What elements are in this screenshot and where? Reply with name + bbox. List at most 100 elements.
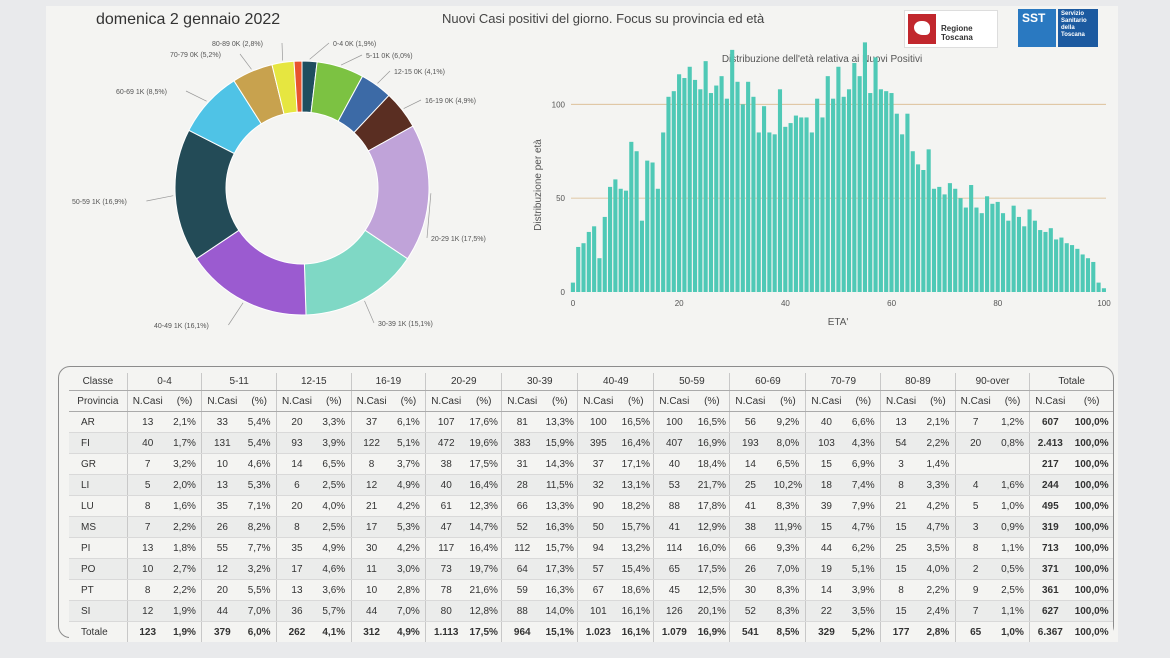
x-tick-label-2: 40 bbox=[781, 299, 790, 308]
logo-rt-label: Regione Toscana bbox=[941, 24, 973, 42]
table-row-pi-total-pct: 100,0% bbox=[1070, 537, 1113, 559]
table-row-fi-pct-6: 16,4% bbox=[618, 432, 654, 454]
table-row-po-ncasi-2: 17 bbox=[275, 558, 317, 580]
table-row-po-pct-0: 2,7% bbox=[167, 558, 202, 580]
table-row-ms-pct-0: 2,2% bbox=[167, 516, 202, 538]
table-row-pt-pct-7: 12,5% bbox=[694, 579, 730, 601]
hist-bar-76 bbox=[974, 207, 979, 292]
table-row-fi-total-ncasi: 2.413 bbox=[1029, 432, 1071, 454]
hist-bar-2 bbox=[581, 243, 586, 292]
table-row-pt-ncasi-6: 67 bbox=[577, 579, 619, 601]
table-row-ms-ncasi-7: 41 bbox=[653, 516, 695, 538]
table-row-totale-ncasi-7: 1.079 bbox=[653, 621, 695, 642]
x-tick-label-5: 100 bbox=[1097, 299, 1111, 308]
hist-bar-20 bbox=[677, 74, 682, 293]
table-row-si: SI 12 1,9% 44 7,0% 36 5,7% 44 7,0% 80 12,8% 88 14,0%… bbox=[69, 600, 1113, 622]
donut-label-3: 16-19 0K (4,9%) bbox=[425, 98, 476, 105]
table-row-ar-ncasi-5: 81 bbox=[501, 411, 543, 433]
table-row-gr-ncasi-2: 14 bbox=[275, 453, 317, 475]
donut-leader-4 bbox=[426, 193, 432, 239]
hist-bar-84 bbox=[1016, 216, 1021, 292]
hist-bar-32 bbox=[740, 104, 745, 292]
hist-bar-62 bbox=[900, 134, 905, 292]
table-row-ms-pct-2: 2,5% bbox=[316, 516, 352, 538]
table-row-ms-pct-1: 8,2% bbox=[242, 516, 277, 538]
table-row-si-ncasi-1: 44 bbox=[201, 600, 243, 622]
ncasi-header-10: N.Casi bbox=[880, 390, 922, 412]
hist-bar-10 bbox=[623, 190, 629, 292]
hist-bar-47 bbox=[820, 117, 825, 292]
hist-bar-86 bbox=[1027, 209, 1032, 292]
table-row-ar-ncasi-4: 107 bbox=[425, 411, 467, 433]
ncasi-header-6: N.Casi bbox=[577, 390, 619, 412]
hist-bar-43 bbox=[799, 117, 804, 292]
hist-bar-75 bbox=[969, 185, 974, 292]
table-row-totale-ncasi-11: 65 bbox=[954, 621, 996, 642]
donut-label-10: 80-89 0K (2,8%) bbox=[212, 41, 263, 48]
table-row-lu-pct-5: 13,3% bbox=[542, 495, 578, 517]
table-row-fi-pct-2: 3,9% bbox=[316, 432, 352, 454]
table-row-gr-ncasi-10: 3 bbox=[880, 453, 922, 475]
table-row-pi-total-ncasi: 713 bbox=[1029, 537, 1071, 559]
table-row-totale-province: Totale bbox=[69, 621, 128, 642]
table-row-totale-ncasi-10: 177 bbox=[880, 621, 922, 642]
ncasi-header-9: N.Casi bbox=[805, 390, 847, 412]
table-row-fi-pct-5: 15,9% bbox=[542, 432, 578, 454]
regione-toscana-logo: Regione Toscana bbox=[904, 10, 998, 48]
table-row-si-pct-2: 5,7% bbox=[316, 600, 352, 622]
hist-bar-88 bbox=[1038, 230, 1043, 292]
table-row-fi-ncasi-7: 407 bbox=[653, 432, 695, 454]
pct-header-3: (%) bbox=[391, 390, 426, 412]
hist-bar-39 bbox=[777, 89, 783, 293]
table-row-totale-ncasi-5: 964 bbox=[501, 621, 543, 642]
table-row-li-total-pct: 100,0% bbox=[1070, 474, 1113, 496]
table-row-ms-pct-11: 0,9% bbox=[995, 516, 1030, 538]
table-row-gr-pct-5: 14,3% bbox=[542, 453, 578, 475]
donut-leader-3 bbox=[403, 99, 422, 109]
table-row-si-total-pct: 100,0% bbox=[1070, 600, 1113, 622]
class-header-6: 40-49 bbox=[577, 373, 654, 391]
table-row-totale-pct-8: 8,5% bbox=[770, 621, 806, 642]
donut-label-1: 5-11 0K (6,0%) bbox=[366, 53, 413, 60]
report-date: domenica 2 gennaio 2022 bbox=[96, 11, 281, 28]
table-row-gr-pct-0: 3,2% bbox=[167, 453, 202, 475]
table-row-lu-pct-8: 8,3% bbox=[770, 495, 806, 517]
table-row-pi-pct-1: 7,7% bbox=[242, 537, 277, 559]
table-row-li-pct-0: 2,0% bbox=[167, 474, 202, 496]
table-row-si-pct-7: 20,1% bbox=[694, 600, 730, 622]
table-header-columns: Provincia N.Casi (%) N.Casi (%) N.Casi (%) N.Ca… bbox=[69, 390, 1113, 412]
table-row-totale-pct-3: 4,9% bbox=[391, 621, 426, 642]
table-row-totale-ncasi-8: 541 bbox=[729, 621, 771, 642]
hist-bar-35 bbox=[756, 132, 761, 292]
table-row-fi-total-pct: 100,0% bbox=[1070, 432, 1113, 454]
table-row-pt-pct-9: 3,9% bbox=[846, 579, 881, 601]
table-row-lu-pct-11: 1,0% bbox=[995, 495, 1030, 517]
table-row-ar-province: AR bbox=[69, 411, 128, 433]
table-row-ms-total-ncasi: 319 bbox=[1029, 516, 1071, 538]
table-row-po-pct-5: 17,3% bbox=[542, 558, 578, 580]
y-tick-label-0: 0 bbox=[561, 288, 566, 297]
table-header-classes: Classe 0-4 5-11 12-15 16-19 20-29 30-39 40-49 50… bbox=[69, 373, 1113, 391]
table-row-totale-ncasi-2: 262 bbox=[275, 621, 317, 642]
table-row-si-ncasi-6: 101 bbox=[577, 600, 619, 622]
x-axis-label: ETA' bbox=[828, 317, 849, 328]
table-row-fi-pct-1: 5,4% bbox=[242, 432, 277, 454]
table-row-pi-ncasi-11: 8 bbox=[954, 537, 996, 559]
province-table-card: Classe 0-4 5-11 12-15 16-19 20-29 30-39 40-49 50… bbox=[58, 366, 1114, 642]
ncasi-header-1: N.Casi bbox=[201, 390, 243, 412]
table-row-ar-pct-0: 2,1% bbox=[167, 411, 202, 433]
hist-bar-87 bbox=[1032, 220, 1037, 292]
table-row-po-ncasi-6: 57 bbox=[577, 558, 619, 580]
hist-bar-73 bbox=[958, 198, 963, 292]
hist-bar-91 bbox=[1054, 239, 1059, 292]
hist-bar-53 bbox=[852, 63, 857, 293]
hist-bar-28 bbox=[719, 76, 724, 293]
table-row-gr-pct-4: 17,5% bbox=[466, 453, 502, 475]
table-row-pi-ncasi-5: 112 bbox=[501, 537, 543, 559]
hist-bar-67 bbox=[926, 149, 931, 292]
x-tick-label-4: 80 bbox=[993, 299, 1002, 308]
table-row-totale-ncasi-1: 379 bbox=[201, 621, 243, 642]
hist-bar-93 bbox=[1064, 243, 1069, 292]
table-row-si-pct-11: 1,1% bbox=[995, 600, 1030, 622]
table-row-pi-pct-10: 3,5% bbox=[921, 537, 956, 559]
